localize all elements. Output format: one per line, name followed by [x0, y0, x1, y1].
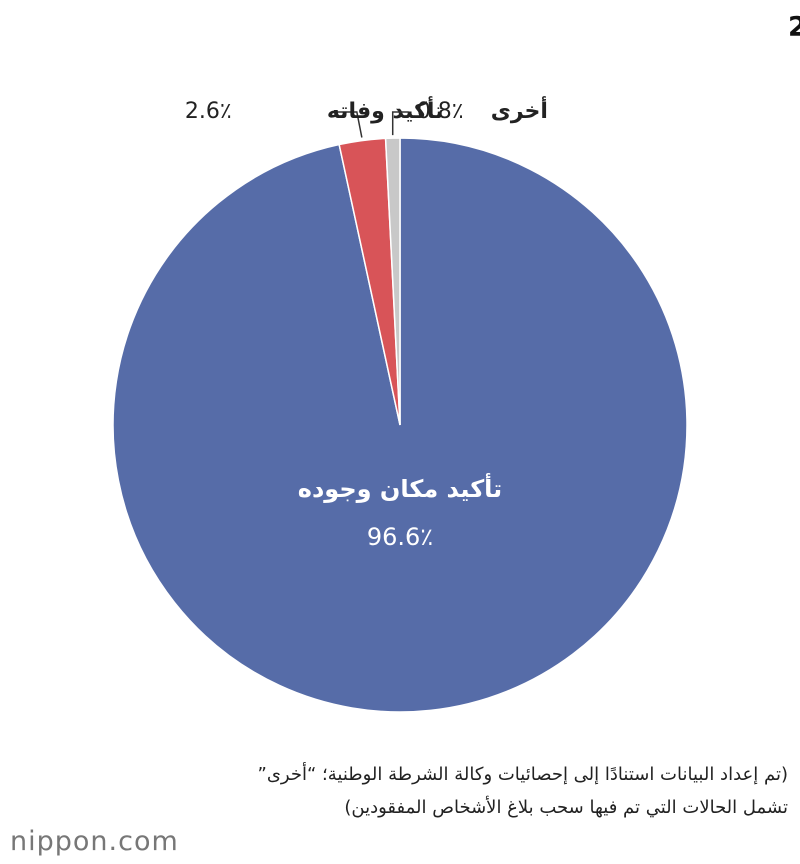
value-label: 96.6٪ [367, 523, 433, 551]
chart-title: محصلة الأشخاص المفقودين المصابين بالخرف … [788, 10, 800, 43]
logo: nippon.com [10, 826, 179, 857]
note: (تم إعداد البيانات استنادًا إلى إحصائيات… [257, 764, 789, 818]
slice-label: تأكيد وفاته [327, 95, 444, 124]
leader-line [334, 111, 363, 138]
slice-label: أخرى [491, 95, 548, 124]
value-label: 0.8٪ [417, 99, 464, 124]
slice-label: تأكيد مكان وجوده [298, 473, 502, 503]
pie-slice [384, 137, 401, 426]
chart: محصلة الأشخاص المفقودين المصابين بالخرف … [112, 10, 800, 713]
value-label: 2.6٪ [185, 99, 232, 124]
leader-line [391, 111, 409, 136]
